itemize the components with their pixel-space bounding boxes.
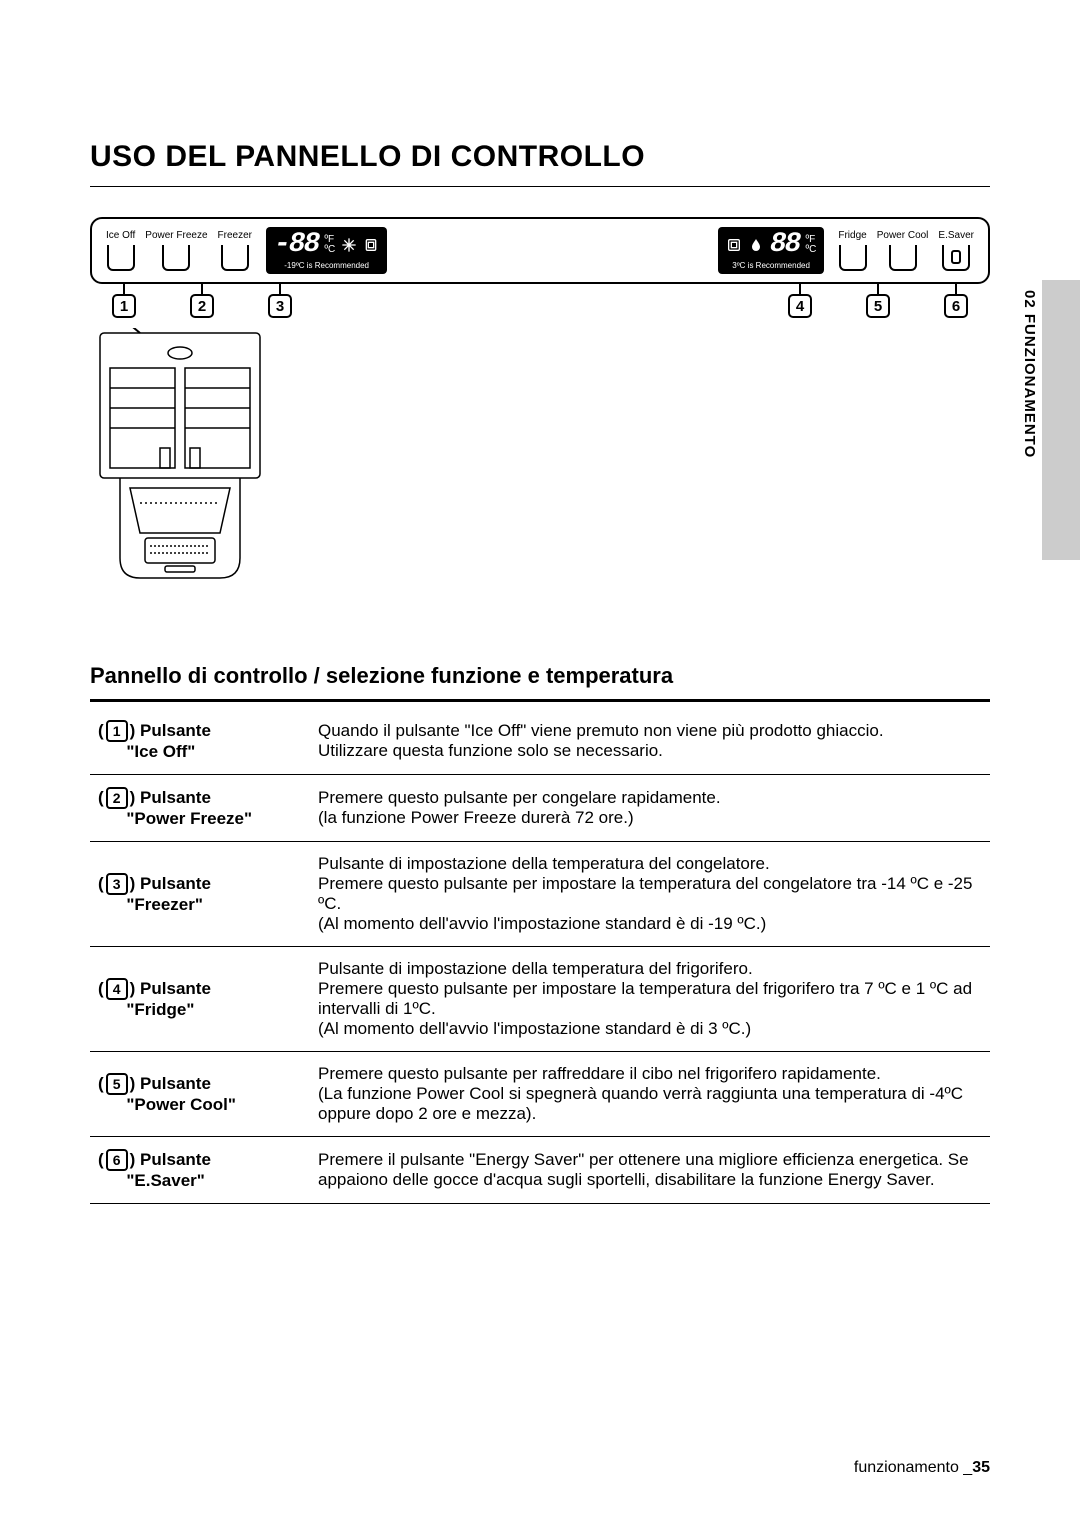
btn-esaver: E.Saver <box>938 230 974 271</box>
btn-label: Power Freeze <box>145 230 207 241</box>
callout-5: 5 <box>866 294 890 318</box>
function-row: (2) Pulsante "Power Freeze"Premere quest… <box>90 775 990 842</box>
callout-inline: 5 <box>106 1073 128 1095</box>
btn-label: E.Saver <box>938 230 974 241</box>
btn-label: Ice Off <box>106 230 135 241</box>
btn-fridge: Fridge <box>838 230 866 271</box>
panel-button-icon <box>942 245 970 271</box>
panel-button-icon <box>162 245 190 271</box>
callout-6: 6 <box>944 294 968 318</box>
fridge-illustration <box>90 328 270 598</box>
function-label: (1) Pulsante "Ice Off" <box>90 708 310 775</box>
btn-ice-off: Ice Off <box>106 230 135 271</box>
control-panel: Ice Off Power Freeze Freezer -88 ºF ºC -… <box>90 217 990 284</box>
footer-page: 35 <box>972 1459 990 1476</box>
callout-inline: 1 <box>106 720 128 742</box>
fridge-display: 88 ºF ºC 3ºC is Recommended <box>718 227 824 274</box>
freezer-display: -88 ºF ºC -19ºC is Recommended <box>266 227 387 274</box>
function-label: (6) Pulsante "E.Saver" <box>90 1137 310 1204</box>
freezer-recommended: -19ºC is Recommended <box>284 261 369 270</box>
page-title: USO DEL PANNELLO DI CONTROLLO <box>90 140 990 187</box>
callout-inline: 3 <box>106 873 128 895</box>
unit-c: ºC <box>324 245 335 255</box>
btn-label: Fridge <box>838 230 866 241</box>
function-row: (1) Pulsante "Ice Off"Quando il pulsante… <box>90 708 990 775</box>
section-tab <box>1042 280 1080 560</box>
function-row: (4) Pulsante "Fridge"Pulsante di imposta… <box>90 947 990 1052</box>
btn-freezer: Freezer <box>218 230 252 271</box>
function-label: (2) Pulsante "Power Freeze" <box>90 775 310 842</box>
ice-bucket-icon <box>363 237 379 253</box>
callout-row: 1 2 3 4 5 6 <box>90 284 990 318</box>
function-label: (3) Pulsante "Freezer" <box>90 842 310 947</box>
callout-2: 2 <box>190 294 214 318</box>
footer-label: funzionamento _ <box>854 1459 972 1476</box>
panel-button-icon <box>889 245 917 271</box>
function-row: (3) Pulsante "Freezer"Pulsante di impost… <box>90 842 990 947</box>
btn-label: Power Cool <box>877 230 929 241</box>
snowflake-icon <box>341 237 357 253</box>
panel-button-icon <box>221 245 249 271</box>
callout-3: 3 <box>268 294 292 318</box>
function-description: Premere questo pulsante per congelare ra… <box>310 775 990 842</box>
fridge-temp-value: 88 <box>770 231 800 259</box>
callout-inline: 6 <box>106 1149 128 1171</box>
function-row: (6) Pulsante "E.Saver"Premere il pulsant… <box>90 1137 990 1204</box>
cube-icon <box>726 237 742 253</box>
freezer-temp-value: -88 <box>274 231 318 259</box>
function-row: (5) Pulsante "Power Cool"Premere questo … <box>90 1052 990 1137</box>
functions-table: (1) Pulsante "Ice Off"Quando il pulsante… <box>90 708 990 1204</box>
subtitle: Pannello di controllo / selezione funzio… <box>90 663 990 702</box>
function-label: (5) Pulsante "Power Cool" <box>90 1052 310 1137</box>
drop-icon <box>748 237 764 253</box>
function-description: Quando il pulsante "Ice Off" viene premu… <box>310 708 990 775</box>
btn-power-cool: Power Cool <box>877 230 929 271</box>
function-description: Pulsante di impostazione della temperatu… <box>310 842 990 947</box>
function-description: Pulsante di impostazione della temperatu… <box>310 947 990 1052</box>
function-description: Premere il pulsante "Energy Saver" per o… <box>310 1137 990 1204</box>
callout-inline: 4 <box>106 978 128 1000</box>
panel-button-icon <box>839 245 867 271</box>
callout-4: 4 <box>788 294 812 318</box>
page-footer: funzionamento _35 <box>854 1459 990 1477</box>
control-panel-diagram: Ice Off Power Freeze Freezer -88 ºF ºC -… <box>90 217 990 603</box>
callout-inline: 2 <box>106 787 128 809</box>
btn-power-freeze: Power Freeze <box>145 230 207 271</box>
fridge-recommended: 3ºC is Recommended <box>732 261 810 270</box>
panel-button-icon <box>107 245 135 271</box>
unit-c: ºC <box>805 245 816 255</box>
function-description: Premere questo pulsante per raffreddare … <box>310 1052 990 1137</box>
function-label: (4) Pulsante "Fridge" <box>90 947 310 1052</box>
section-tab-text: 02 FUNZIONAMENTO <box>1021 290 1038 458</box>
callout-1: 1 <box>112 294 136 318</box>
btn-label: Freezer <box>218 230 252 241</box>
